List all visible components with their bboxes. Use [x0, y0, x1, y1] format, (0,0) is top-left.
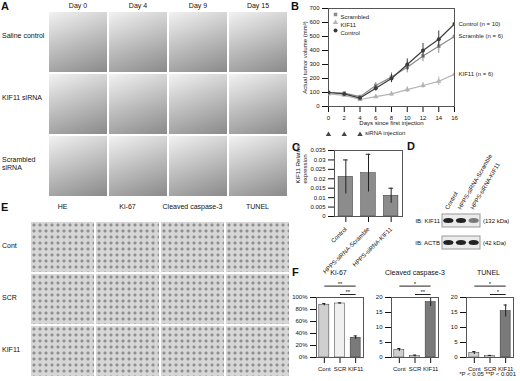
svg-text:Cont: Cont: [468, 366, 481, 372]
svg-text:KIF11: KIF11: [341, 22, 357, 28]
svg-text:**: **: [345, 289, 350, 295]
svg-text:80%: 80%: [295, 306, 308, 312]
svg-text:100%: 100%: [292, 294, 308, 300]
svg-text:500: 500: [309, 33, 320, 39]
svg-text:0: 0: [316, 103, 320, 109]
svg-text:*: *: [497, 289, 500, 295]
svg-text:KIF11: KIF11: [348, 366, 364, 372]
svg-text:20: 20: [376, 294, 383, 300]
svg-text:Scrambled: Scrambled: [341, 14, 370, 20]
svg-text:Control: Control: [330, 226, 348, 244]
svg-text:0.01: 0.01: [314, 195, 326, 201]
svg-text:Actual tumor volume (mm³): Actual tumor volume (mm³): [302, 21, 308, 93]
svg-text:Control: Control: [341, 30, 360, 36]
svg-text:40%: 40%: [295, 330, 308, 336]
svg-text:20%: 20%: [295, 342, 308, 348]
svg-text:5: 5: [379, 339, 383, 345]
svg-text:KIF11 (n = 6): KIF11 (n = 6): [459, 71, 494, 77]
svg-text:15: 15: [451, 309, 458, 315]
svg-text:**: **: [338, 281, 343, 287]
svg-text:*: *: [489, 281, 492, 287]
svg-text:0: 0: [454, 354, 458, 360]
svg-text:14: 14: [435, 115, 442, 121]
svg-text:700: 700: [309, 5, 320, 11]
svg-text:Cont: Cont: [318, 366, 331, 372]
svg-text:0.03: 0.03: [314, 157, 326, 163]
svg-text:IB: KIF11: IB: KIF11: [415, 218, 440, 224]
svg-text:(132 kDa): (132 kDa): [483, 218, 509, 224]
svg-text:0: 0: [379, 354, 383, 360]
svg-text:15: 15: [376, 309, 383, 315]
svg-text:*: *: [414, 281, 417, 287]
svg-text:10: 10: [451, 324, 458, 330]
svg-text:KIF11: KIF11: [498, 366, 514, 372]
svg-text:Scramble (n = 6): Scramble (n = 6): [459, 33, 504, 39]
svg-text:400: 400: [309, 47, 320, 53]
svg-text:SCR: SCR: [484, 366, 497, 372]
svg-text:600: 600: [309, 19, 320, 25]
svg-text:SCR: SCR: [409, 366, 422, 372]
svg-text:KIF11 Relativeexpression: KIF11 Relativeexpression: [295, 144, 308, 184]
svg-text:0.005: 0.005: [310, 204, 326, 210]
svg-text:0.02: 0.02: [314, 176, 326, 182]
svg-text:KIF11: KIF11: [423, 366, 439, 372]
svg-text:0%: 0%: [299, 354, 308, 360]
svg-text:300: 300: [309, 61, 320, 67]
svg-text:0.025: 0.025: [310, 166, 326, 172]
svg-text:Cont: Cont: [393, 366, 406, 372]
svg-text:0.035: 0.035: [310, 147, 326, 153]
svg-text:20: 20: [451, 294, 458, 300]
svg-text:0.015: 0.015: [310, 185, 326, 191]
svg-text:2: 2: [343, 115, 347, 121]
svg-text:Days since first injection: Days since first injection: [359, 120, 423, 126]
svg-text:0: 0: [327, 115, 331, 121]
svg-text:16: 16: [451, 115, 458, 121]
svg-text:siRNA injection: siRNA injection: [365, 130, 405, 136]
svg-text:SCR: SCR: [334, 366, 347, 372]
svg-text:HPPS-siRNA-KIF11: HPPS-siRNA-KIF11: [469, 161, 501, 210]
svg-text:100: 100: [309, 89, 320, 95]
svg-text:IB: ACTB: IB: ACTB: [415, 240, 440, 246]
svg-text:10: 10: [376, 324, 383, 330]
svg-text:HPPS-siRNA-KIF11: HPPS-siRNA-KIF11: [352, 226, 394, 268]
svg-text:5: 5: [454, 339, 458, 345]
svg-text:0: 0: [322, 213, 326, 219]
svg-text:200: 200: [309, 75, 320, 81]
svg-text:60%: 60%: [295, 318, 308, 324]
svg-text:**: **: [420, 289, 425, 295]
svg-text:(42 kDa): (42 kDa): [483, 240, 506, 246]
svg-text:Control (n = 10): Control (n = 10): [459, 21, 501, 27]
